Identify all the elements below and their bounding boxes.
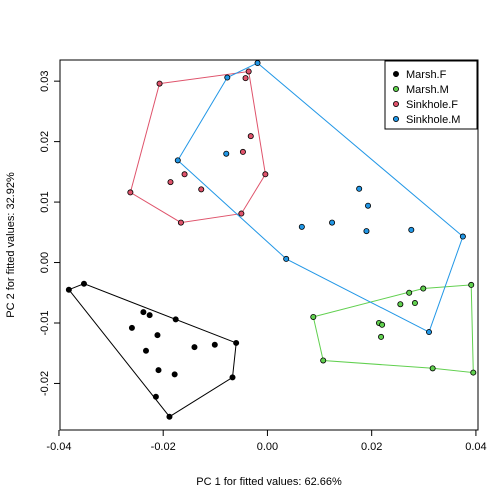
point-sinkhole-m xyxy=(356,185,363,192)
point-marsh-f xyxy=(166,413,173,420)
point-marsh-f xyxy=(65,286,72,293)
point-sinkhole-m xyxy=(224,74,231,81)
point-sinkhole-f xyxy=(239,148,246,155)
x-tick-label: 0.02 xyxy=(361,441,382,453)
point-marsh-f xyxy=(152,393,159,400)
point-sinkhole-m xyxy=(365,202,372,209)
point-sinkhole-f xyxy=(181,171,188,178)
point-sinkhole-m xyxy=(329,219,336,226)
point-marsh-f xyxy=(128,324,135,331)
legend-label: Sinkhole.F xyxy=(406,99,458,111)
point-sinkhole-f xyxy=(242,75,249,82)
legend-label: Marsh.M xyxy=(406,84,449,96)
hull-marsh-f xyxy=(68,283,237,418)
y-axis: -0.02 -0.01 0.00 0.01 0.02 0.03 xyxy=(39,70,60,396)
point-marsh-m xyxy=(406,289,413,296)
point-marsh-m xyxy=(397,301,404,308)
point-marsh-f xyxy=(154,332,161,339)
point-marsh-m xyxy=(378,333,385,340)
y-tick-label: 0.03 xyxy=(39,70,51,91)
point-sinkhole-m xyxy=(459,233,466,240)
y-tick-label: 0.00 xyxy=(39,252,51,273)
point-marsh-m xyxy=(310,313,317,320)
point-marsh-f xyxy=(171,371,178,378)
point-sinkhole-f xyxy=(245,68,252,75)
point-marsh-f xyxy=(146,312,153,319)
hull-marsh-m xyxy=(312,284,474,374)
point-sinkhole-m xyxy=(223,150,230,157)
legend-marker xyxy=(392,86,399,93)
point-sinkhole-f xyxy=(238,210,245,217)
point-marsh-f xyxy=(211,341,218,348)
y-tick-label: -0.02 xyxy=(39,371,51,396)
point-marsh-f xyxy=(80,280,87,287)
point-sinkhole-f xyxy=(167,179,174,186)
point-sinkhole-m xyxy=(363,228,370,235)
point-marsh-m xyxy=(379,321,386,328)
y-tick-label: 0.02 xyxy=(39,131,51,152)
legend-marker xyxy=(392,116,399,123)
y-tick-label: 0.01 xyxy=(39,191,51,212)
point-marsh-f xyxy=(191,344,198,351)
legend-box xyxy=(384,60,478,130)
plot-frame xyxy=(59,59,479,431)
point-marsh-f xyxy=(229,374,236,381)
point-marsh-m xyxy=(470,369,477,376)
point-marsh-f xyxy=(155,367,162,374)
x-tick-label: 0.04 xyxy=(465,441,486,453)
point-sinkhole-f xyxy=(198,186,205,193)
point-marsh-m xyxy=(320,357,327,364)
x-tick-label: 0.00 xyxy=(257,441,278,453)
point-marsh-m xyxy=(420,285,427,292)
legend-label: Marsh.F xyxy=(406,69,447,81)
point-sinkhole-m xyxy=(426,329,433,336)
point-sinkhole-m xyxy=(254,60,261,67)
legend: Marsh.F Marsh.M Sinkhole.F Sinkhole.M xyxy=(384,60,478,130)
legend-marker xyxy=(392,101,399,108)
points-layer xyxy=(65,60,477,420)
point-marsh-f xyxy=(140,309,147,316)
point-sinkhole-f xyxy=(156,80,163,87)
point-marsh-f xyxy=(233,339,240,346)
x-axis: -0.04 -0.02 0.00 0.02 0.04 xyxy=(46,430,487,453)
x-tick-label: -0.04 xyxy=(46,441,71,453)
point-sinkhole-f xyxy=(247,133,254,140)
point-sinkhole-m xyxy=(174,157,181,164)
x-axis-label: PC 1 for fitted values: 62.66% xyxy=(196,476,342,488)
point-sinkhole-m xyxy=(298,223,305,230)
point-sinkhole-m xyxy=(408,226,415,233)
x-tick-label: -0.02 xyxy=(151,441,176,453)
hull-sinkhole-f xyxy=(129,70,266,224)
y-tick-label: -0.01 xyxy=(39,310,51,335)
point-marsh-f xyxy=(172,316,179,323)
point-sinkhole-f xyxy=(177,219,184,226)
point-marsh-f xyxy=(142,347,149,354)
legend-label: Sinkhole.M xyxy=(406,114,460,126)
point-marsh-m xyxy=(429,365,436,372)
point-sinkhole-f xyxy=(127,189,134,196)
point-marsh-m xyxy=(411,300,418,307)
point-marsh-m xyxy=(468,281,475,288)
point-sinkhole-m xyxy=(283,255,290,262)
y-axis-label: PC 2 for fitted values: 32.92% xyxy=(5,172,17,318)
legend-marker xyxy=(392,71,399,78)
point-sinkhole-f xyxy=(262,171,269,178)
